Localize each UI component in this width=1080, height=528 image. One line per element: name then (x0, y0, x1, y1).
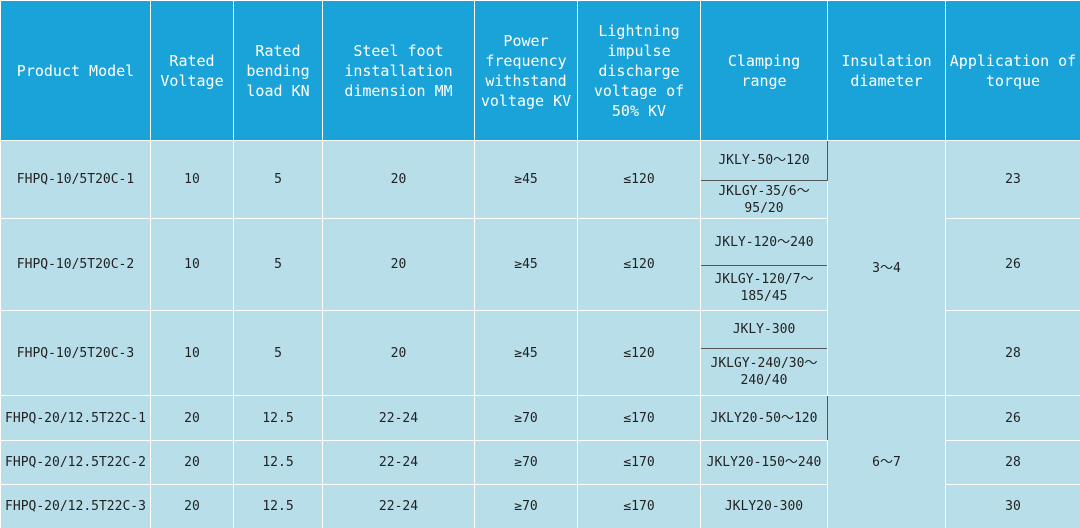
voltage-cell: 20 (150, 484, 234, 528)
table-row: JKLGY-35/6～95/20 (1, 180, 1080, 219)
model-cell: FHPQ-10/5T20C-1 (0, 140, 151, 219)
power-cell: ≥70 (474, 395, 578, 441)
power-cell: ≥70 (474, 484, 578, 528)
clamping-cell: JKLGY-120/7～185/45 (700, 265, 828, 311)
table-row: FHPQ-10/5T20C-1 10 5 20 ≥45 ≤120 JKLY-50～120 3～… (0, 140, 1080, 396)
power-cell: ≥70 (474, 440, 578, 485)
clamping-cell: JKLY20-300 (700, 484, 828, 528)
model-cell: FHPQ-20/12.5T22C-3 (0, 484, 151, 528)
table-row: FHPQ-20/12.5T22C-1 20 12.5 22-24 ≥70 ≤170 JKLY… (0, 395, 1080, 528)
power-cell: ≥45 (474, 218, 578, 311)
header-cell: Application of torque (945, 0, 1080, 141)
load-cell: 5 (233, 140, 323, 219)
table-row: JKLGY-240/30～240/40 (1, 348, 1080, 396)
header-cell: Clamping range (700, 0, 828, 141)
clamping-cell: JKLY20-50～120 (700, 395, 828, 441)
voltage-cell: 20 (150, 440, 234, 485)
header-cell: Rated bending load KN (233, 0, 323, 141)
clamping-cell: JKLY-120～240 (700, 218, 828, 266)
dimension-cell: 22-24 (322, 484, 475, 528)
power-cell: ≥45 (474, 140, 578, 219)
load-cell: 5 (233, 218, 323, 311)
header-row: Product Model Rated Voltage Rated bending … (0, 0, 1080, 141)
power-cell: ≥45 (474, 310, 578, 396)
clamping-cell: JKLY20-150～240 (700, 440, 828, 485)
lightning-cell: ≤170 (577, 440, 701, 485)
torque-cell: 30 (945, 484, 1080, 528)
clamping-cell: JKLGY-35/6～95/20 (700, 180, 828, 219)
voltage-cell: 10 (150, 218, 234, 311)
lightning-cell: ≤120 (577, 310, 701, 396)
clamping-cell: JKLY-50～120 (700, 140, 828, 181)
lightning-cell: ≤170 (577, 484, 701, 528)
table-row: FHPQ-10/5T20C-2 10 5 20 ≥45 ≤120 JKLY-120～240 2… (0, 218, 1080, 311)
model-cell: FHPQ-20/12.5T22C-2 (0, 440, 151, 485)
header-cell: Product Model (0, 0, 151, 141)
lightning-cell: ≤120 (577, 140, 701, 219)
dimension-cell: 22-24 (322, 440, 475, 485)
model-cell: FHPQ-10/5T20C-3 (0, 310, 151, 396)
table-row: FHPQ-20/12.5T22C-2 20 12.5 22-24 ≥70 ≤170 JKLY… (0, 440, 1080, 485)
torque-cell: 28 (945, 310, 1080, 396)
clamping-cell: JKLY-300 (700, 310, 828, 349)
model-cell: FHPQ-20/12.5T22C-1 (0, 395, 151, 441)
header-cell: Lightning impulse discharge voltage of 5… (577, 0, 701, 141)
torque-cell: 26 (945, 218, 1080, 311)
header-cell: Power frequency withstand voltage KV (474, 0, 578, 141)
dimension-cell: 20 (322, 218, 475, 311)
table-row: FHPQ-10/5T20C-3 10 5 20 ≥45 ≤120 JKLY-300 28 (0, 310, 1080, 396)
header-cell: Insulation diameter (827, 0, 946, 141)
torque-cell: 23 (945, 140, 1080, 219)
load-cell: 5 (233, 310, 323, 396)
torque-cell: 26 (945, 395, 1080, 441)
dimension-cell: 20 (322, 140, 475, 219)
torque-cell: 28 (945, 440, 1080, 485)
load-cell: 12.5 (233, 484, 323, 528)
table-body: FHPQ-10/5T20C-1 10 5 20 ≥45 ≤120 JKLY-50～120 3～… (0, 140, 1080, 528)
lightning-cell: ≤170 (577, 395, 701, 441)
lightning-cell: ≤120 (577, 218, 701, 311)
clamping-cell: JKLGY-240/30～240/40 (700, 348, 828, 396)
load-cell: 12.5 (233, 440, 323, 485)
voltage-cell: 20 (150, 395, 234, 441)
load-cell: 12.5 (233, 395, 323, 441)
table-row: FHPQ-20/12.5T22C-3 20 12.5 22-24 ≥70 ≤170 JKLY… (0, 484, 1080, 528)
insulation-cell: 3～4 (827, 140, 946, 396)
dimension-cell: 20 (322, 310, 475, 396)
model-cell: FHPQ-10/5T20C-2 (0, 218, 151, 311)
table-row: JKLGY-120/7～185/45 (1, 265, 1080, 311)
header-cell: Rated Voltage (150, 0, 234, 141)
header-cell: Steel foot installation dimension MM (322, 0, 475, 141)
voltage-cell: 10 (150, 140, 234, 219)
dimension-cell: 22-24 (322, 395, 475, 441)
voltage-cell: 10 (150, 310, 234, 396)
insulation-cell: 6～7 (827, 395, 946, 528)
